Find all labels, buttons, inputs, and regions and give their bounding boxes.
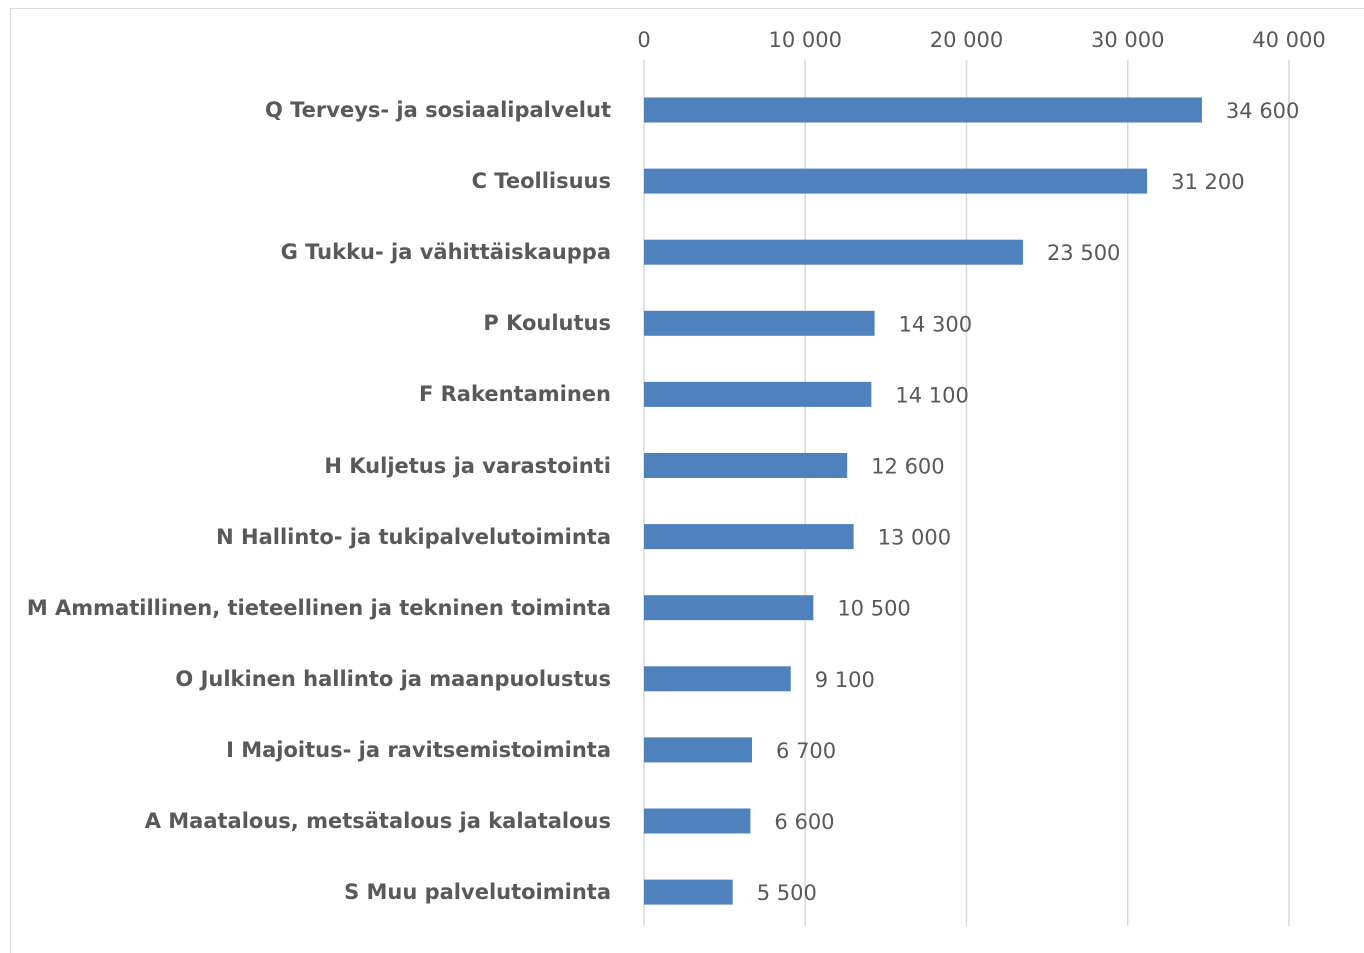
- data-label: 9 100: [815, 668, 875, 692]
- category-label-box: F Rakentaminen: [419, 359, 611, 429]
- bar: [644, 524, 854, 550]
- bar: [644, 97, 1202, 123]
- data-label: 34 600: [1226, 99, 1299, 123]
- data-label: 14 300: [899, 312, 972, 336]
- bar: [644, 595, 814, 621]
- bar: [644, 737, 753, 763]
- y-tick-label: I Majoitus- ja ravitsemistoiminta: [226, 737, 611, 762]
- x-tick-label: 30 000: [1091, 28, 1164, 52]
- category-label-box: C Teollisuus: [472, 146, 611, 216]
- bar: [644, 381, 872, 407]
- bar: [644, 310, 875, 336]
- y-tick-label: M Ammatillinen, tieteellinen ja tekninen…: [26, 595, 611, 620]
- category-label-box: S Muu palvelutoiminta: [344, 857, 611, 927]
- chart-border: [10, 8, 1364, 953]
- bar: [644, 879, 733, 905]
- y-tick-label: C Teollisuus: [471, 169, 611, 194]
- category-label-box: O Julkinen hallinto ja maanpuolustus: [175, 644, 611, 714]
- y-tick-label: Q Terveys- ja sosiaalipalvelut: [264, 98, 611, 122]
- y-tick-label: P Koulutus: [483, 311, 611, 336]
- y-tick-label: F Rakentaminen: [418, 382, 611, 407]
- data-label: 23 500: [1047, 241, 1120, 265]
- category-label-box: A Maatalous, metsätalous ja kalatalous: [145, 786, 611, 856]
- category-label-box: I Majoitus- ja ravitsemistoiminta: [226, 715, 611, 785]
- data-label: 13 000: [878, 526, 951, 550]
- bar: [644, 453, 848, 478]
- bar: [644, 666, 791, 692]
- x-tick-label: 0: [637, 28, 650, 52]
- data-label: 14 100: [895, 383, 968, 407]
- y-tick-label: A Maatalous, metsätalous ja kalatalous: [144, 809, 611, 833]
- category-label-box: G Tukku- ja vähittäiskauppa: [281, 217, 611, 287]
- category-label-box: Q Terveys- ja sosiaalipalvelut: [265, 75, 611, 145]
- bar: [644, 168, 1148, 194]
- data-label: 31 200: [1171, 170, 1244, 194]
- category-label-box: H Kuljetus ja varastointi: [324, 431, 611, 501]
- y-tick-label: O Julkinen hallinto ja maanpuolustus: [175, 666, 611, 691]
- x-tick-label: 20 000: [930, 28, 1003, 52]
- data-label: 6 700: [776, 739, 836, 763]
- data-label: 12 600: [871, 455, 944, 479]
- x-tick-label: 40 000: [1252, 28, 1325, 52]
- category-label-box: N Hallinto- ja tukipalvelutoiminta: [216, 502, 611, 572]
- y-tick-label: G Tukku- ja vähittäiskauppa: [280, 240, 611, 265]
- data-label: 10 500: [837, 597, 910, 621]
- y-tick-label: N Hallinto- ja tukipalvelutoiminta: [216, 524, 611, 549]
- bar: [644, 808, 751, 834]
- y-tick-label: S Muu palvelutoiminta: [344, 880, 611, 905]
- data-label: 6 600: [774, 810, 834, 834]
- category-label-box: P Koulutus: [483, 288, 611, 358]
- bar: [644, 239, 1023, 265]
- category-label-box: M Ammatillinen, tieteellinen ja tekninen…: [27, 573, 611, 643]
- x-tick-label: 10 000: [769, 28, 842, 52]
- y-tick-label: H Kuljetus ja varastointi: [324, 453, 611, 478]
- data-label: 5 500: [757, 881, 817, 905]
